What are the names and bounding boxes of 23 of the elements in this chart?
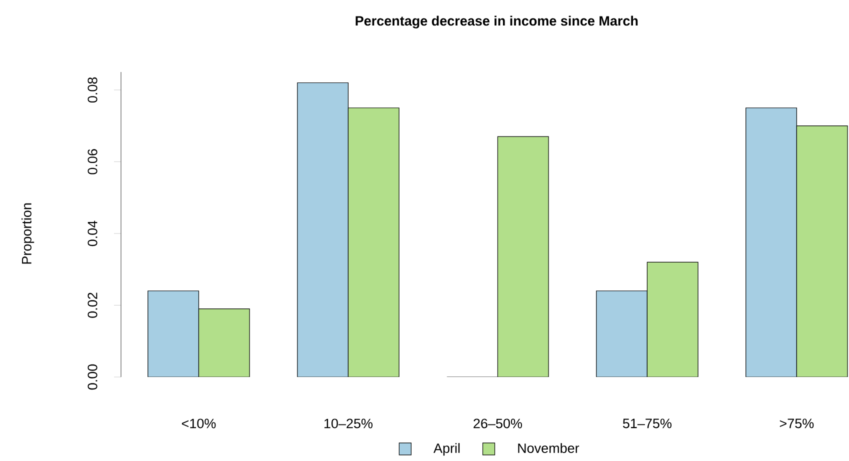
y-tick-label: 0.08 bbox=[88, 77, 98, 103]
bar bbox=[148, 290, 200, 377]
legend-label: November bbox=[518, 443, 580, 453]
bar bbox=[646, 262, 698, 377]
y-tick-label: 0.06 bbox=[88, 149, 98, 174]
y-axis-title: Proportion bbox=[22, 203, 34, 264]
chart-title: Percentage decrease in income since March bbox=[356, 16, 638, 28]
bar bbox=[746, 108, 797, 377]
x-tick-label: 51–75% bbox=[622, 418, 672, 428]
bar bbox=[796, 126, 848, 377]
bar bbox=[297, 82, 349, 377]
x-tick-label: >75% bbox=[780, 418, 814, 428]
bar bbox=[596, 290, 648, 377]
x-tick-label: <10% bbox=[182, 418, 216, 428]
bar bbox=[497, 136, 549, 377]
y-tick-label: 0.02 bbox=[88, 292, 98, 318]
bar bbox=[198, 308, 250, 377]
y-tick-label: 0.00 bbox=[88, 364, 98, 390]
x-tick-label: 10–25% bbox=[324, 418, 372, 428]
bar bbox=[348, 108, 400, 377]
legend-label: April bbox=[434, 443, 460, 456]
y-tick-label: 0.04 bbox=[88, 220, 98, 246]
x-tick-label: 26–50% bbox=[474, 418, 522, 428]
